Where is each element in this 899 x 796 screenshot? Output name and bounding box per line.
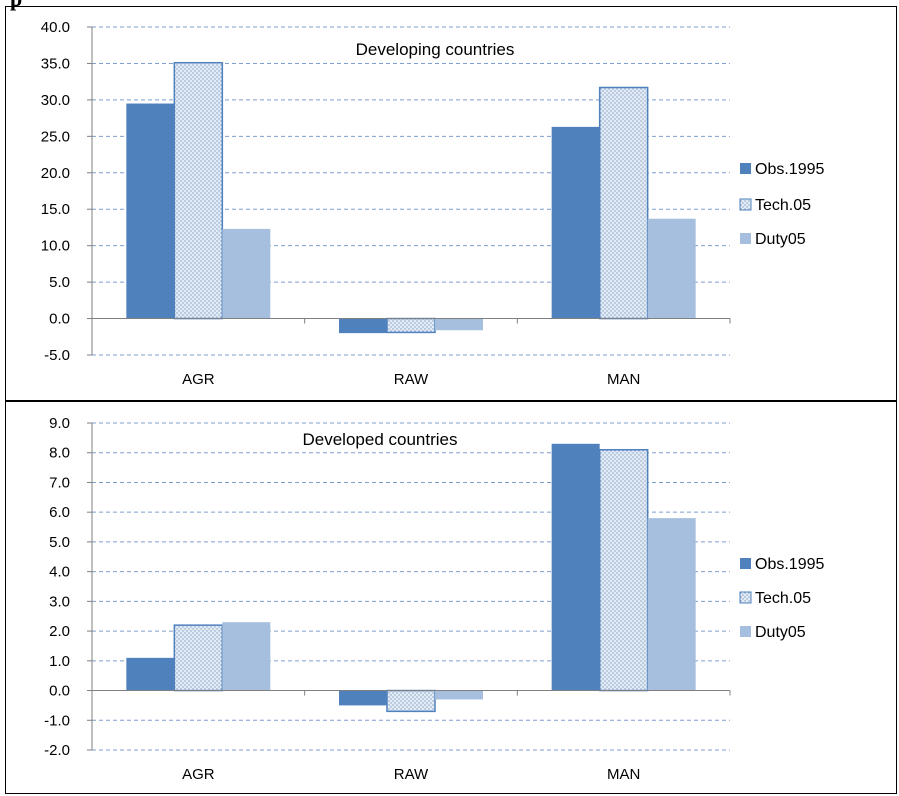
y-tick-label: 40.0 — [41, 19, 70, 36]
y-tick-label: -5.0 — [44, 347, 70, 364]
x-category-label: AGR — [182, 766, 215, 783]
legend-label-tech: Tech.05 — [755, 590, 811, 607]
bar-obs-agr — [126, 103, 175, 319]
bar-tech-agr — [173, 624, 224, 692]
y-tick-label: 9.0 — [49, 415, 70, 432]
y-tick-label: 7.0 — [49, 474, 70, 491]
y-tick-label: 25.0 — [41, 128, 70, 145]
y-tick-label: 1.0 — [49, 653, 70, 670]
bar-obs-agr — [126, 657, 175, 691]
bar-duty-agr — [222, 228, 271, 319]
legend-label-tech: Tech.05 — [755, 197, 811, 214]
y-tick-label: 3.0 — [49, 593, 70, 610]
y-tick-label: 15.0 — [41, 201, 70, 218]
legend-label-duty: Duty05 — [755, 231, 806, 248]
bar-tech-raw — [386, 317, 436, 334]
bar-duty-man — [647, 218, 696, 319]
y-tick-label: 5.0 — [49, 274, 70, 291]
x-category-label: RAW — [394, 371, 429, 388]
x-category-label: MAN — [607, 766, 640, 783]
y-tick-label: 8.0 — [49, 445, 70, 462]
bar-obs-man — [551, 126, 600, 319]
legend-swatch-tech — [739, 591, 752, 604]
x-category-label: MAN — [607, 371, 640, 388]
bar-tech-agr — [173, 61, 224, 320]
bar-obs-raw — [339, 690, 387, 706]
y-tick-label: 4.0 — [49, 564, 70, 581]
legend-swatch-duty — [740, 626, 751, 637]
y-tick-label: 0.0 — [49, 683, 70, 700]
bar-obs-man — [551, 443, 600, 691]
bar-tech-raw — [386, 689, 436, 713]
header-fragment: p — [10, 0, 22, 12]
y-tick-label: -1.0 — [44, 712, 70, 729]
legend-label-obs: Obs.1995 — [755, 161, 824, 178]
developing-countries-chart: -5.0 0.0 5.0 10.0 15.0 20.0 25.0 30.0 35.0 40.0 AG… — [41, 19, 825, 388]
bar-duty-raw — [435, 318, 483, 331]
bar-tech-man — [598, 449, 649, 692]
y-tick-label: 0.0 — [49, 311, 70, 328]
y-tick-label: 10.0 — [41, 238, 70, 255]
chart-title: Developed countries — [303, 430, 458, 449]
legend-swatch-obs — [740, 163, 751, 174]
legend-swatch-duty — [740, 233, 751, 244]
y-tick-label: 30.0 — [41, 92, 70, 109]
y-tick-label: -2.0 — [44, 742, 70, 759]
bar-obs-raw — [339, 318, 387, 334]
developed-countries-chart: -2.0 -1.0 0.0 1.0 2.0 3.0 4.0 5.0 6.0 7.0 8.0 9.0 AG… — [44, 415, 824, 783]
bar-duty-agr — [222, 622, 271, 691]
x-category-label: AGR — [182, 371, 215, 388]
y-tick-label: 20.0 — [41, 165, 70, 182]
y-tick-label: 2.0 — [49, 623, 70, 640]
panel-divider — [5, 400, 897, 402]
y-tick-label: 6.0 — [49, 504, 70, 521]
bar-tech-man — [598, 86, 649, 320]
x-category-label: RAW — [394, 766, 429, 783]
legend-swatch-tech — [739, 198, 752, 211]
bar-duty-raw — [435, 690, 483, 700]
chart-title: Developing countries — [356, 40, 515, 59]
legend-swatch-obs — [740, 558, 751, 569]
legend-label-duty: Duty05 — [755, 624, 806, 641]
bar-duty-man — [647, 518, 696, 691]
legend-label-obs: Obs.1995 — [755, 556, 824, 573]
y-tick-label: 35.0 — [41, 55, 70, 72]
y-tick-label: 5.0 — [49, 534, 70, 551]
